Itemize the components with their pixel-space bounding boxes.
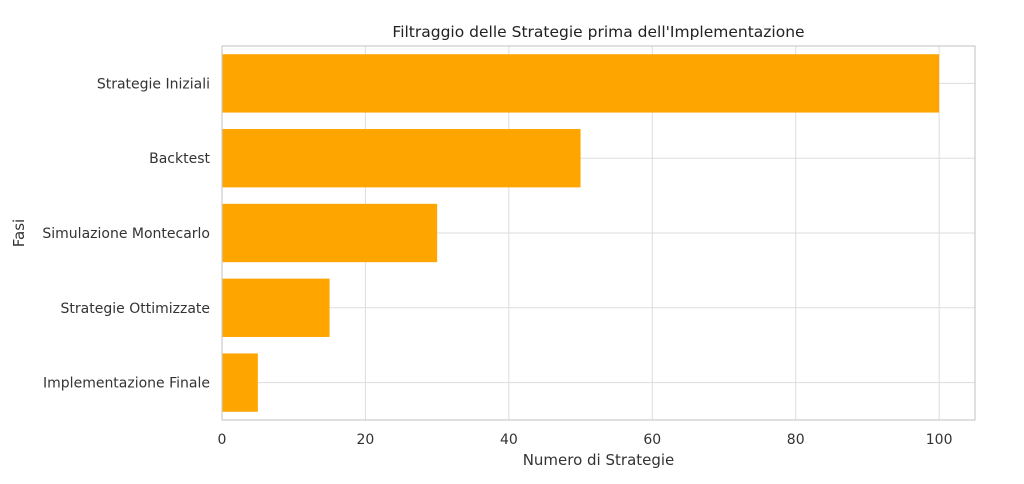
y-tick-label: Backtest bbox=[149, 151, 210, 167]
x-tick-label: 100 bbox=[926, 432, 953, 448]
bars-layer bbox=[222, 54, 940, 412]
x-tick-labels: 0 20 40 60 80 100 bbox=[218, 432, 953, 448]
x-axis-title: Numero di Strategie bbox=[523, 451, 675, 469]
chart-title: Filtraggio delle Strategie prima dell'Im… bbox=[392, 23, 804, 41]
y-tick-label: Strategie Iniziali bbox=[97, 76, 210, 92]
bar bbox=[222, 129, 581, 188]
x-tick-label: 20 bbox=[357, 432, 375, 448]
plot-frame bbox=[221, 45, 976, 421]
bar bbox=[222, 54, 940, 113]
bar bbox=[222, 203, 438, 263]
x-tick-label: 60 bbox=[643, 432, 661, 448]
x-tick-label: 40 bbox=[500, 432, 518, 448]
bar bbox=[222, 353, 258, 412]
x-tick-label: 0 bbox=[218, 432, 227, 448]
y-tick-labels: Strategie Iniziali Backtest Simulazione Mo… bbox=[42, 76, 210, 391]
y-tick-label: Implementazione Finale bbox=[43, 376, 210, 392]
y-tick-label: Simulazione Montecarlo bbox=[42, 226, 210, 242]
y-axis-title: Fasi bbox=[10, 219, 28, 247]
x-tick-label: 80 bbox=[787, 432, 805, 448]
y-tick-label: Strategie Ottimizzate bbox=[61, 301, 210, 317]
bar bbox=[222, 278, 330, 337]
